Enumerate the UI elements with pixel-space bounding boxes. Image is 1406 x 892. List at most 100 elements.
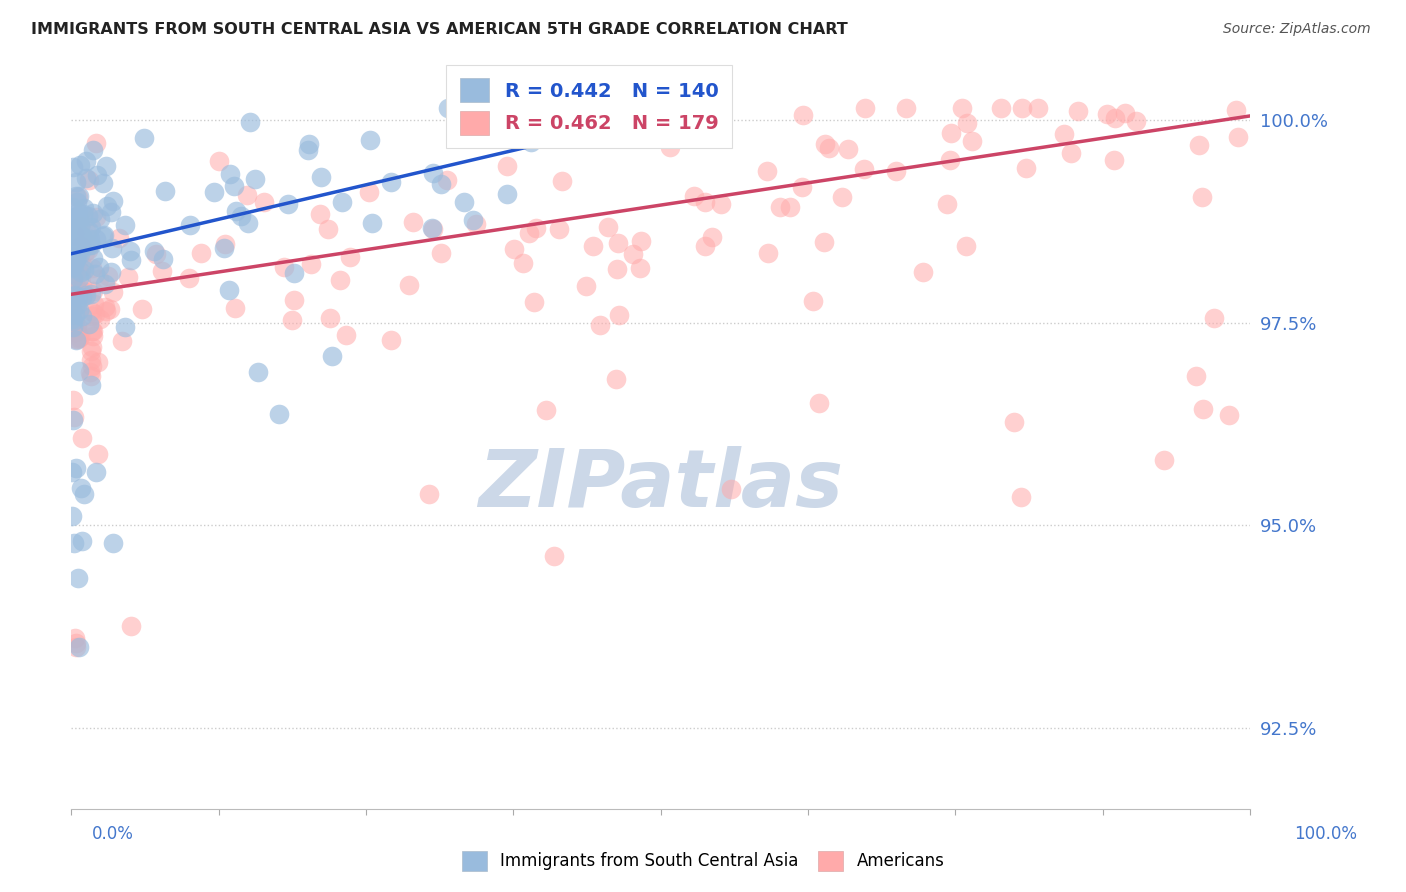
Point bbox=[682, 188, 704, 202]
Point bbox=[69, 219, 91, 234]
Point bbox=[77, 224, 100, 238]
Point bbox=[83, 297, 105, 311]
Point bbox=[73, 245, 96, 260]
Text: 100.0%: 100.0% bbox=[1294, 825, 1357, 843]
Point bbox=[80, 324, 103, 338]
Point bbox=[551, 174, 574, 188]
Point bbox=[574, 278, 596, 293]
Point bbox=[710, 196, 733, 211]
Point bbox=[273, 260, 295, 274]
Point bbox=[63, 260, 86, 275]
Point bbox=[720, 483, 742, 497]
Point bbox=[66, 322, 89, 336]
Point bbox=[321, 349, 343, 363]
Point bbox=[1188, 137, 1211, 152]
Point bbox=[814, 137, 837, 152]
Point bbox=[422, 222, 444, 236]
Point bbox=[69, 265, 91, 279]
Point bbox=[792, 108, 814, 122]
Point bbox=[60, 305, 83, 319]
Point bbox=[243, 172, 266, 186]
Point bbox=[214, 237, 236, 252]
Point bbox=[77, 238, 100, 252]
Point bbox=[87, 355, 110, 369]
Point bbox=[65, 210, 87, 224]
Point bbox=[420, 221, 443, 235]
Point bbox=[318, 222, 340, 236]
Point bbox=[94, 300, 117, 314]
Point bbox=[66, 250, 89, 264]
Point bbox=[77, 173, 100, 187]
Point bbox=[281, 313, 304, 327]
Point bbox=[218, 167, 240, 181]
Point bbox=[429, 177, 451, 191]
Point bbox=[1225, 103, 1247, 117]
Point bbox=[63, 298, 86, 312]
Point bbox=[779, 201, 801, 215]
Point bbox=[218, 284, 240, 298]
Point bbox=[236, 188, 259, 202]
Point bbox=[60, 250, 83, 264]
Point bbox=[67, 227, 90, 241]
Point bbox=[239, 115, 262, 129]
Point bbox=[512, 256, 534, 270]
Point bbox=[70, 309, 93, 323]
Point bbox=[520, 136, 543, 150]
Point bbox=[69, 227, 91, 242]
Point bbox=[855, 101, 877, 115]
Point bbox=[91, 228, 114, 243]
Point bbox=[990, 101, 1012, 115]
Point bbox=[523, 295, 546, 310]
Point bbox=[87, 271, 110, 285]
Point bbox=[60, 259, 83, 273]
Point bbox=[247, 365, 270, 379]
Point bbox=[67, 363, 90, 377]
Point bbox=[283, 266, 305, 280]
Point bbox=[938, 153, 960, 167]
Point bbox=[80, 309, 103, 323]
Point bbox=[91, 176, 114, 190]
Point bbox=[1191, 189, 1213, 203]
Point bbox=[69, 219, 91, 233]
Point bbox=[67, 282, 90, 296]
Point bbox=[72, 207, 94, 221]
Point bbox=[60, 260, 83, 275]
Point bbox=[80, 238, 103, 252]
Point bbox=[65, 333, 87, 347]
Point bbox=[73, 285, 96, 300]
Point bbox=[277, 197, 299, 211]
Point bbox=[67, 331, 90, 345]
Point bbox=[1053, 127, 1076, 141]
Point bbox=[65, 632, 87, 646]
Point bbox=[66, 210, 89, 224]
Point bbox=[1104, 112, 1126, 126]
Point bbox=[60, 312, 83, 326]
Point bbox=[65, 316, 87, 330]
Point bbox=[63, 280, 86, 294]
Point bbox=[801, 294, 824, 309]
Point bbox=[70, 234, 93, 248]
Point bbox=[1026, 101, 1049, 115]
Point bbox=[628, 260, 651, 275]
Point bbox=[100, 205, 122, 219]
Point bbox=[589, 318, 612, 332]
Point bbox=[63, 290, 86, 304]
Point bbox=[82, 260, 104, 275]
Point bbox=[360, 216, 382, 230]
Point bbox=[65, 238, 87, 252]
Point bbox=[62, 392, 84, 407]
Point bbox=[224, 178, 246, 193]
Point bbox=[79, 365, 101, 379]
Point bbox=[831, 190, 853, 204]
Point bbox=[62, 255, 84, 269]
Point bbox=[177, 271, 200, 285]
Point bbox=[70, 481, 93, 495]
Point bbox=[65, 332, 87, 346]
Point bbox=[534, 403, 557, 417]
Point bbox=[73, 262, 96, 277]
Point bbox=[65, 635, 87, 649]
Point bbox=[63, 536, 86, 550]
Point bbox=[101, 241, 124, 255]
Point bbox=[67, 213, 90, 227]
Point bbox=[308, 207, 330, 221]
